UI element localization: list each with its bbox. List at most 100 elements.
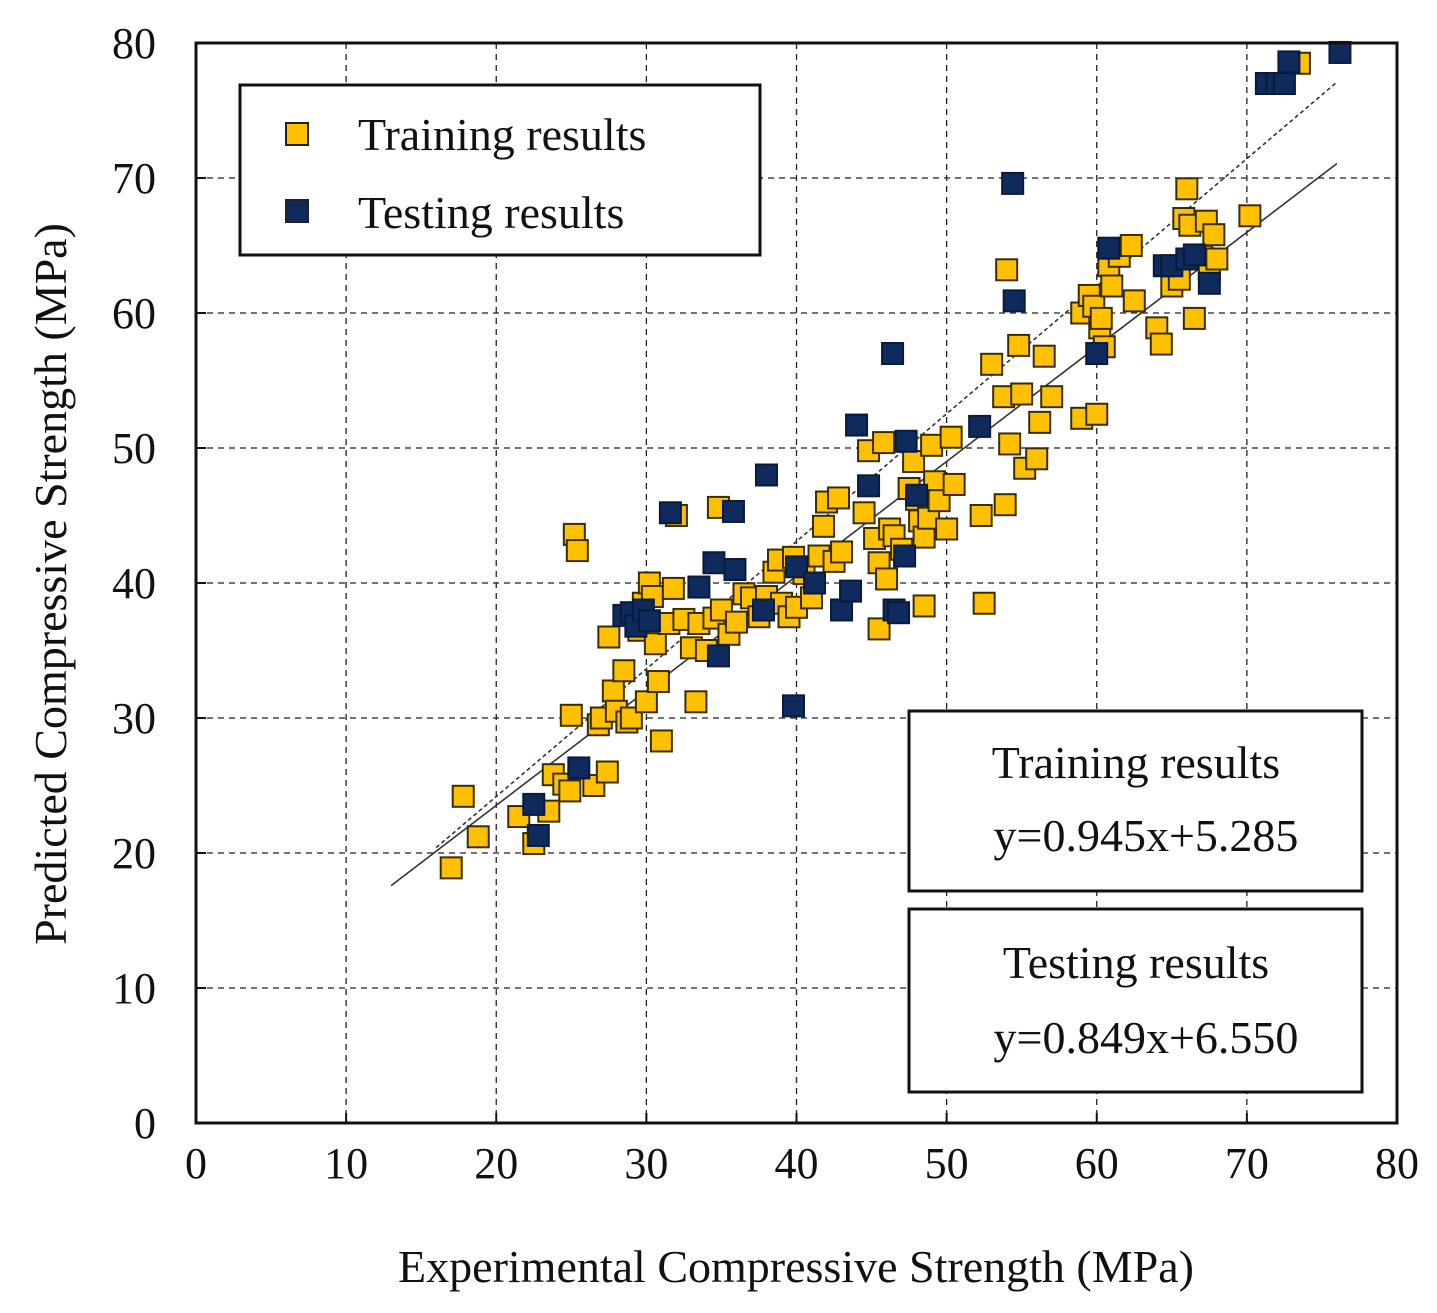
training-point (827, 486, 851, 510)
training-point (643, 632, 667, 656)
training-point (872, 431, 896, 455)
testing-point (754, 463, 778, 487)
y-tick-label: 50 (112, 424, 156, 473)
training-point (912, 594, 936, 618)
data-points (439, 40, 1352, 880)
training-point (1025, 447, 1049, 471)
annotation-training-title: Training results (992, 737, 1280, 788)
training-point (920, 433, 944, 457)
testing-point (526, 823, 550, 847)
training-point (935, 517, 959, 541)
training-point (451, 784, 475, 808)
training-point (1119, 234, 1143, 257)
annotation-training-box (907, 709, 1364, 893)
legend-box (238, 83, 762, 257)
fit-line-training (435, 81, 1338, 849)
testing-point (702, 551, 726, 575)
training-point (601, 679, 625, 703)
y-tick-label: 60 (112, 289, 156, 338)
training-point (867, 617, 891, 641)
training-point (1122, 289, 1146, 313)
x-tick-label: 50 (925, 1139, 969, 1188)
testing-point (857, 474, 881, 498)
testing-point (881, 342, 905, 365)
training-point (1149, 332, 1173, 356)
testing-point (567, 756, 591, 780)
testing-point (1001, 171, 1025, 195)
testing-point (1197, 271, 1221, 295)
legend-label-testing: Testing results (358, 187, 624, 238)
x-axis-label: Experimental Compressive Strength (MPa) (398, 1241, 1194, 1292)
training-point (993, 493, 1017, 517)
testing-point (706, 644, 730, 668)
training-point (995, 258, 1019, 282)
testing-point (522, 792, 546, 816)
training-point (1032, 344, 1056, 368)
training-point (1085, 402, 1109, 426)
testing-point (751, 598, 775, 622)
training-point (852, 501, 876, 525)
testing-point (893, 544, 917, 568)
testing-point (968, 414, 992, 438)
training-point (1040, 385, 1064, 409)
testing-point (1277, 50, 1301, 74)
training-point (1100, 274, 1124, 298)
legend-label-training: Training results (358, 109, 646, 160)
x-tick-labels: 0 10 20 30 40 50 60 70 80 (185, 1113, 1419, 1188)
testing-point (785, 555, 808, 579)
y-tick-label: 30 (112, 694, 156, 743)
testing-point (781, 694, 805, 718)
x-tick-label: 70 (1225, 1139, 1269, 1188)
testing-point (830, 598, 854, 622)
training-point (684, 690, 708, 714)
legend-swatch-testing (285, 199, 309, 223)
annotation-testing-box (907, 907, 1364, 1094)
training-point (980, 352, 1004, 376)
testing-point (1182, 243, 1206, 267)
testing-point (887, 601, 911, 625)
training-point (998, 432, 1022, 456)
y-tick-label: 10 (112, 964, 156, 1013)
training-point (466, 825, 490, 849)
testing-point (658, 501, 682, 525)
testing-point (687, 575, 711, 599)
legend: Training results Testing results (238, 83, 762, 257)
y-tick-label: 40 (112, 559, 156, 608)
training-point (439, 856, 463, 880)
training-point (969, 504, 993, 527)
testing-point (1097, 236, 1121, 260)
annotation-training-equation: y=0.945x+5.285 (994, 810, 1299, 861)
y-axis-label: Predicted Compressive Strength (MPa) (25, 223, 76, 945)
training-point (1238, 204, 1262, 228)
training-point (1007, 333, 1031, 357)
y-tick-label: 0 (134, 1099, 156, 1148)
x-tick-label: 40 (775, 1139, 819, 1188)
annotation-testing-title: Testing results (1003, 937, 1269, 988)
training-point (1182, 306, 1206, 330)
training-point (724, 610, 748, 634)
training-point (1028, 410, 1052, 434)
testing-point (803, 571, 827, 595)
training-point (649, 729, 673, 753)
training-point (1205, 247, 1229, 271)
y-tick-label: 20 (112, 829, 156, 878)
training-point (1010, 382, 1034, 406)
training-point (1202, 223, 1226, 247)
training-point (972, 591, 996, 615)
training-point (830, 540, 854, 564)
training-point (939, 425, 963, 449)
training-point (595, 760, 619, 784)
training-point (559, 703, 583, 727)
grid-lines (196, 43, 1397, 1123)
y-tick-labels: 0 10 20 30 40 50 60 70 80 (112, 19, 206, 1148)
annotation-testing-equation: y=0.849x+6.550 (994, 1012, 1299, 1063)
training-point (912, 525, 936, 549)
testing-point (721, 499, 745, 523)
annotation-testing: Testing results y=0.849x+6.550 (907, 907, 1364, 1094)
training-point (1175, 177, 1199, 201)
training-point (565, 539, 589, 563)
annotation-training: Training results y=0.945x+5.285 (907, 709, 1364, 893)
training-point (558, 779, 582, 803)
y-tick-label: 80 (112, 19, 156, 68)
